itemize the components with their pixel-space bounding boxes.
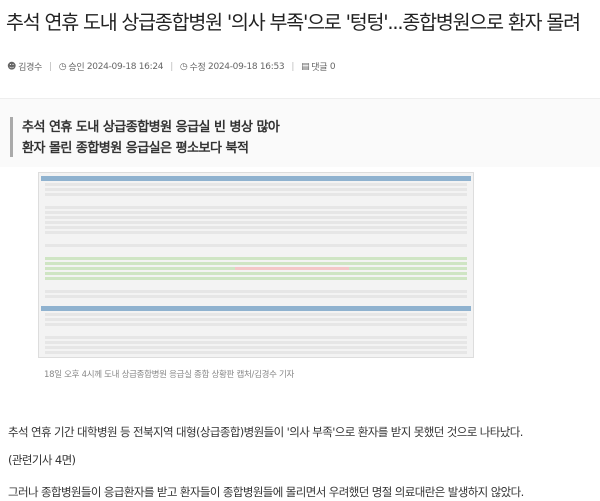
clock-icon: ◷ bbox=[179, 61, 188, 72]
comments-count[interactable]: 0 bbox=[329, 61, 336, 72]
article-title: 추석 연휴 도내 상급종합병원 '의사 부족'으로 '텅텅'...종합병원으로 … bbox=[6, 11, 581, 34]
divider: | bbox=[49, 61, 52, 72]
approved-time: 2024-09-18 16:24 bbox=[86, 61, 164, 72]
quote-bar bbox=[10, 117, 13, 157]
divider: | bbox=[291, 61, 295, 72]
approved-label: 승인 bbox=[68, 63, 85, 73]
subtitle-line: 추석 연휴 도내 상급종합병원 응급실 빈 병상 많아 bbox=[22, 120, 280, 135]
modified-time: 2024-09-18 16:53 bbox=[208, 61, 285, 72]
clock-icon: ◷ bbox=[58, 61, 67, 72]
image-caption: 18일 오후 4시께 도내 상급종합병원 응급실 종합 상황판 캡처/김경수 기… bbox=[44, 370, 295, 380]
article-subtitle: 추석 연휴 도내 상급종합병원 응급실 빈 병상 많아 환자 몰린 종합병원 응… bbox=[0, 98, 600, 167]
author-name[interactable]: 김경수 bbox=[18, 63, 43, 73]
subtitle-line: 환자 몰린 종합병원 응급실은 평소보다 북적 bbox=[22, 141, 249, 156]
comments-label[interactable]: 댓글 bbox=[311, 63, 328, 73]
comment-icon: ▤ bbox=[301, 61, 310, 72]
divider: | bbox=[170, 61, 173, 72]
person-icon: ☻ bbox=[7, 61, 17, 72]
article-paragraph: 그러나 종합병원들이 응급환자를 받고 환자들이 종합병원들에 몰리면서 우려했… bbox=[8, 485, 524, 499]
article-paragraph: (관련기사 4면) bbox=[8, 453, 76, 467]
article-paragraph: 추석 연휴 기간 대학병원 등 전북지역 대형(상급종합)병원들이 '의사 부족… bbox=[8, 425, 523, 439]
article-meta: ☻ 김경수 | ◷ 승인 2024-09-18 16:24 | ◷ 수정 202… bbox=[7, 60, 336, 74]
modified-label: 수정 bbox=[189, 63, 206, 73]
article-image[interactable] bbox=[38, 172, 474, 358]
